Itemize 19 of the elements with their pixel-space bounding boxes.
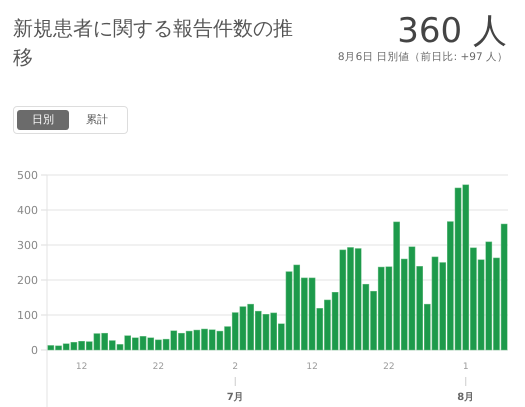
x-tick-label: 12 — [306, 362, 318, 372]
chart-subtitle: 8月6日 日別値（前日比: +97 人） — [338, 50, 508, 64]
x-tick-label: 12 — [76, 362, 88, 372]
y-tick-label: 400 — [17, 204, 38, 217]
text: 360 人 — [397, 10, 507, 51]
x-tick-label: 1 — [462, 362, 469, 372]
annotation: 7月 — [226, 392, 244, 403]
annotation: 8月 — [457, 392, 474, 403]
text: 累計 — [85, 112, 109, 128]
y-tick-label: 300 — [17, 239, 38, 252]
x-tick-label: 22 — [152, 362, 164, 372]
y-tick-label: 100 — [17, 309, 38, 322]
text: 日別 — [17, 110, 69, 130]
y-tick-label: 500 — [17, 169, 38, 182]
x-tick-label: 22 — [383, 362, 395, 372]
x-tick-label: 2 — [232, 362, 238, 372]
chart-title: 新規患者に関する報告件数の推移 — [13, 15, 294, 71]
y-tick-label: 0 — [31, 344, 38, 357]
y-tick-label: 200 — [17, 274, 38, 287]
